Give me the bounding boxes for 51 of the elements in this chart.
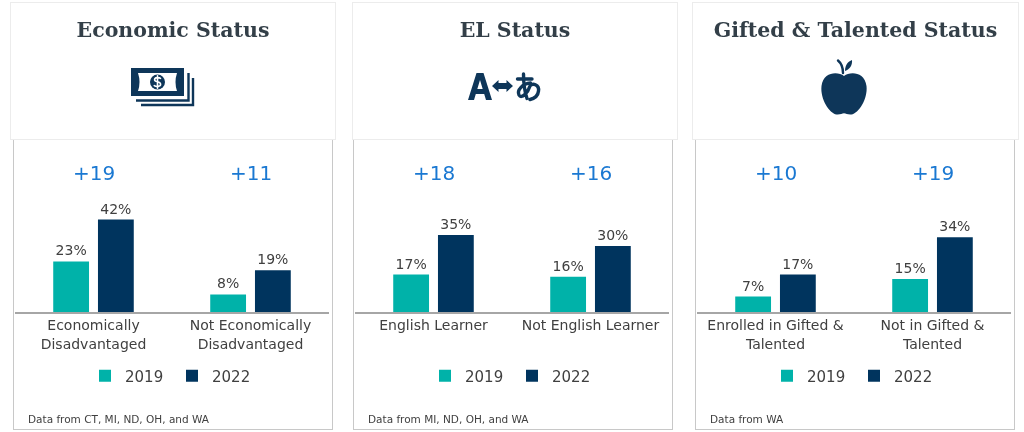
data-label: 17%: [782, 255, 814, 272]
legend-label: 2022: [212, 367, 251, 386]
data-label: 35%: [440, 216, 472, 232]
chart-title: Economic Status: [76, 17, 270, 43]
bar: [97, 219, 134, 312]
text: +18: [413, 161, 456, 185]
bar: [936, 237, 973, 312]
text: Data from MI, ND, OH, and WA: [368, 413, 530, 425]
header-card: Economic Status: [10, 2, 336, 140]
data-label: 42%: [100, 200, 132, 217]
bar: [210, 294, 247, 312]
bar: [437, 235, 474, 312]
header-card: EL Status: [352, 2, 678, 140]
legend-label: 2019: [465, 367, 504, 386]
text: +19: [73, 161, 116, 185]
data-label: 30%: [597, 227, 629, 243]
header-card: Gifted & Talented Status: [692, 2, 1019, 140]
text: Data from CT, MI, ND, OH, and WA: [28, 413, 210, 425]
x-tick-label: Not English Learner: [521, 317, 660, 334]
legend-label: 2019: [125, 367, 164, 386]
data-label: 23%: [55, 242, 87, 259]
x-tick-label: Economically Disadvantaged: [40, 317, 147, 352]
x-tick-label: English Learner: [379, 317, 488, 334]
data-label: 15%: [894, 260, 926, 276]
data-label: 8%: [217, 275, 240, 292]
legend-label: 2019: [807, 367, 846, 386]
bar: [550, 276, 587, 312]
data-label: 16%: [552, 257, 584, 274]
text: +19: [912, 161, 955, 185]
text: +11: [230, 161, 273, 185]
bar: [393, 274, 430, 312]
x-tick-label: Not Economically Disadvantaged: [189, 317, 312, 352]
data-label: 17%: [395, 255, 427, 272]
x-tick-label: Enrolled in Gifted & Talented: [707, 317, 844, 352]
data-label: 7%: [742, 277, 765, 294]
chart-title: EL Status: [459, 17, 571, 43]
x-tick-label: Not in Gifted & Talented: [880, 317, 985, 352]
bar: [779, 274, 816, 312]
text: Data from WA: [710, 413, 784, 425]
legend-label: 2022: [894, 367, 933, 386]
bar: [892, 279, 929, 312]
text: +16: [570, 161, 613, 185]
bar: [735, 296, 772, 312]
legend-label: 2022: [552, 367, 591, 386]
data-label: 19%: [257, 251, 289, 268]
chart-title: Gifted & Talented Status: [713, 17, 998, 43]
data-label: 34%: [939, 218, 971, 235]
bar: [53, 261, 90, 312]
bar: [594, 246, 631, 312]
bar: [254, 270, 291, 312]
text: +10: [755, 161, 798, 185]
